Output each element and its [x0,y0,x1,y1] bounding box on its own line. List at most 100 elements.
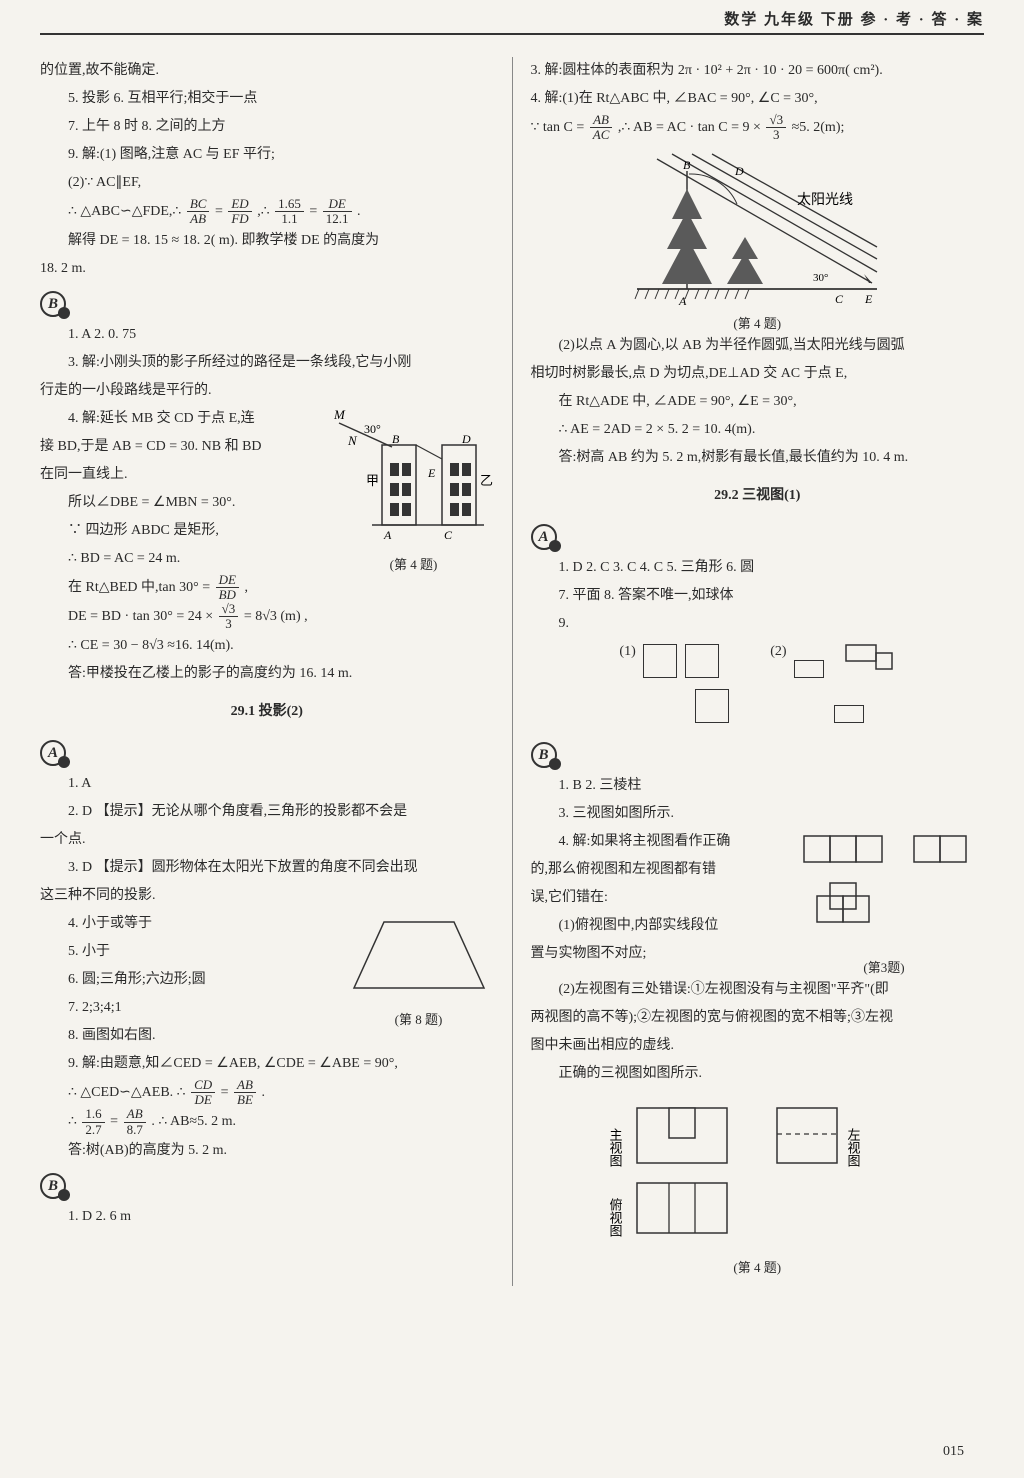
section-title: 29.1 投影(2) [40,700,494,720]
svg-text:D: D [734,164,744,178]
eq-part: ∴ △ABC∽△FDE,∴ [68,204,185,219]
svg-text:30°: 30° [813,272,828,284]
svg-text:C: C [444,528,453,542]
text-line: (2)以点 A 为圆心,以 AB 为半径作圆弧,当太阳光线与圆弧 [531,332,985,360]
svg-text:俯视图: 俯视图 [608,1197,623,1237]
badge-b-icon: B [40,1173,66,1199]
badge-a-icon: A [40,740,66,766]
eq-part: ≈5. 2(m); [792,120,845,135]
eq-part: ,∴ [257,204,273,219]
text-line: 两视图的高不等);②左视图的宽与俯视图的宽不相等;③左视 [531,1004,985,1032]
svg-text:乙: 乙 [480,473,493,488]
text-line: 1. D 2. 6 m [40,1203,494,1231]
fraction: DE12.1 [323,197,352,227]
svg-text:A: A [383,528,392,542]
svg-text:A: A [678,294,687,308]
text-line: 9. 解:由题意,知∠CED = ∠AEB, ∠CDE = ∠ABE = 90°… [40,1050,494,1078]
text-line: 9. [531,610,985,638]
right-column: 3. 解:圆柱体的表面积为 2π · 10² + 2π · 10 · 20 = … [512,57,985,1286]
text-line: 3. 三视图如图所示. [531,800,985,828]
content-columns: 的位置,故不能确定. 5. 投影 6. 互相平行;相交于一点 7. 上午 8 时… [40,57,984,1286]
label-m: M [334,407,346,422]
eq-part: = [309,204,320,219]
svg-text:左视图: 左视图 [846,1128,861,1167]
text-line: 这三种不同的投影. [40,882,494,910]
text-line: 相切时树影最长,点 D 为切点,DE⊥AD 交 AC 于点 E, [531,360,985,388]
eq-part: . [357,204,361,219]
text-line: 5. 投影 6. 互相平行;相交于一点 [40,85,494,113]
eq-part: = [110,1114,121,1129]
figure-answer9: (1) (2) [531,644,985,683]
equation-line: ∴ △ABC∽△FDE,∴ BCAB = EDFD ,∴ 1.651.1 = D… [40,197,494,227]
text-line: 3. 解:小刚头顶的影子所经过的路径是一条线段,它与小刚 [40,349,494,377]
badge-a-icon: A [531,524,557,550]
text-line: 答:甲楼投在乙楼上的影子的高度约为 16. 14 m. [40,660,494,688]
label-n: N [347,433,358,448]
fraction: √33 [766,113,786,143]
figure-answer9b [531,689,985,728]
text-line: 1. D 2. C 3. C 4. C 5. 三角形 6. 圆 [531,554,985,582]
equation-line: 在 Rt△BED 中,tan 30° = DEBD , [40,573,494,603]
page-number: 015 [943,1444,964,1460]
eq-part: ∴ △CED∽△AEB. ∴ [68,1085,189,1100]
eq-part: . ∴ AB≈5. 2 m. [151,1114,236,1129]
figure-caption: (第 4 题) [531,1257,985,1276]
eq-part: ∵ tan C = [531,120,588,135]
text-line: 解得 DE = 18. 15 ≈ 18. 2( m). 即教学楼 DE 的高度为 [40,227,494,255]
eq-part: ∴ [68,1114,80,1129]
text-line: 3. D 【提示】圆形物体在太阳光下放置的角度不同会出现 [40,854,494,882]
badge-b-icon: B [531,742,557,768]
svg-text:C: C [835,292,844,306]
eq-part: = 8√3 (m) , [244,609,308,624]
eq-part: , [244,580,248,595]
figure-3views: (第3题) [784,828,984,976]
fraction: √33 [219,602,239,632]
figure-caption: (第3题) [784,957,984,976]
eq-part: ,∴ AB = AC · tan C = 9 × [618,120,765,135]
text-line: 在 Rt△ADE 中, ∠ADE = 90°, ∠E = 30°, [531,388,985,416]
text-line: 一个点. [40,826,494,854]
fraction: AB8.7 [124,1107,146,1137]
left-column: 的位置,故不能确定. 5. 投影 6. 互相平行;相交于一点 7. 上午 8 时… [40,57,512,1286]
svg-text:主视图: 主视图 [608,1128,623,1167]
fraction: DEBD [216,573,239,603]
text-line: 3. 解:圆柱体的表面积为 2π · 10² + 2π · 10 · 20 = … [531,57,985,85]
fraction: ABBE [234,1078,256,1108]
figure-trapezoid: (第 8 题) [344,910,494,1000]
text-line: 9. 解:(1) 图略,注意 AC 与 EF 平行; [40,141,494,169]
equation-line: DE = BD · tan 30° = 24 × √33 = 8√3 (m) , [40,602,494,632]
text-line: ∴ CE = 30 − 8√3 ≈16. 14(m). [40,632,494,660]
text-line: 1. B 2. 三棱柱 [531,772,985,800]
eq-part: = [215,204,226,219]
fraction: 1.651.1 [275,197,304,227]
eq-part: DE = BD · tan 30° = 24 × [68,609,217,624]
label-1: (1) [619,644,635,659]
figure-caption: (第 4 题) [334,554,494,573]
label-sunlight: 太阳光线 [797,192,853,208]
figure-correct-views: 主视图 左视图 俯视图 (第 4 题) [531,1098,985,1276]
text-line: 答:树高 AB 约为 5. 2 m,树影有最长值,最长值约为 10. 4 m. [531,444,985,472]
text-line: 正确的三视图如图所示. [531,1060,985,1088]
fraction: ABAC [590,113,613,143]
figure-buildings: M N 30° B D E A C [334,405,494,545]
svg-text:B: B [392,432,400,446]
svg-text:D: D [461,432,471,446]
fraction: 1.62.7 [82,1107,104,1137]
section-title: 29.2 三视图(1) [531,484,985,504]
text-line: (2)∵ AC∥EF, [40,169,494,197]
text-line: 7. 平面 8. 答案不唯一,如球体 [531,582,985,610]
header-rule [40,33,984,35]
equation-line: ∴ △CED∽△AEB. ∴ CDDE = ABBE . [40,1078,494,1108]
text-line: 的位置,故不能确定. [40,57,494,85]
label-2: (2) [770,644,786,659]
figure-sunlight: 太阳光线 A B D 30° C E [617,149,897,309]
eq-part: = [221,1085,232,1100]
text-line: 7. 上午 8 时 8. 之间的上方 [40,113,494,141]
svg-text:B: B [683,158,691,172]
text-line: ∴ AE = 2AD = 2 × 5. 2 = 10. 4(m). [531,416,985,444]
figure-caption: (第 8 题) [344,1009,494,1028]
text-line: 行走的一小段路线是平行的. [40,377,494,405]
text-line: (2)左视图有三处错误:①左视图没有与主视图"平齐"(即 [531,976,985,1004]
fraction: BCAB [187,197,210,227]
equation-line: ∵ tan C = ABAC ,∴ AB = AC · tan C = 9 × … [531,113,985,143]
